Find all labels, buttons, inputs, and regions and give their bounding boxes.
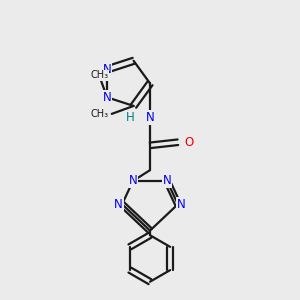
Text: N: N: [129, 175, 137, 188]
Text: N: N: [103, 91, 111, 104]
Text: CH₃: CH₃: [91, 70, 109, 80]
Text: H: H: [125, 111, 134, 124]
Text: N: N: [163, 175, 171, 188]
Text: N: N: [146, 111, 154, 124]
Text: N: N: [177, 198, 186, 211]
Text: O: O: [184, 136, 194, 149]
Text: N: N: [114, 198, 123, 211]
Text: N: N: [103, 63, 111, 76]
Text: CH₃: CH₃: [91, 109, 109, 119]
